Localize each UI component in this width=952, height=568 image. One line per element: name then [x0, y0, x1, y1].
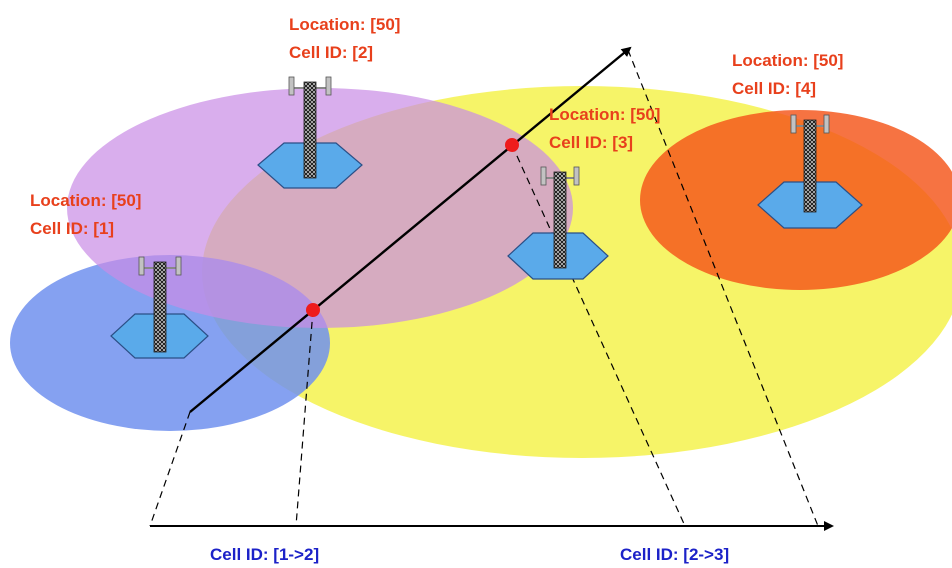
cell-label-3: Location: [50] Cell ID: [3] [549, 105, 660, 152]
cell-location-label: Location: [50] [289, 15, 400, 34]
handover-label-1-2: Cell ID: [1->2] [210, 545, 319, 564]
antenna-left [288, 76, 295, 96]
antenna-right [573, 166, 580, 186]
cell-id-label: Cell ID: [1] [30, 219, 114, 238]
handover-point-1-2 [306, 303, 320, 317]
tower-mast [803, 119, 817, 213]
tower-cell-3 [507, 166, 609, 280]
antenna-right [325, 76, 332, 96]
projection-line-start [149, 411, 191, 527]
cell-label-4: Location: [50] Cell ID: [4] [732, 51, 843, 98]
cell-label-1: Location: [50] Cell ID: [1] [30, 191, 141, 238]
tower-cell-4 [757, 114, 863, 229]
cell-location-label: Location: [50] [549, 105, 660, 124]
projection-line-end [627, 49, 819, 527]
antenna-right [175, 256, 182, 276]
handover-point-2-3 [505, 138, 519, 152]
cell-id-label: Cell ID: [3] [549, 133, 633, 152]
cell-id-label: Cell ID: [2] [289, 43, 373, 62]
projection-line-handover-2 [511, 144, 686, 527]
handover-label-2-3: Cell ID: [2->3] [620, 545, 729, 564]
projection-line-handover-1 [295, 309, 314, 527]
coverage-area-cell-2 [67, 88, 573, 328]
movement-path-arrow [189, 46, 632, 413]
antenna-left [790, 114, 797, 134]
tower-mast [553, 171, 567, 269]
projection-lines [149, 49, 819, 527]
antenna-left [540, 166, 547, 186]
cell-location-label: Location: [50] [30, 191, 141, 210]
cell-id-label: Cell ID: [4] [732, 79, 816, 98]
cell-location-label: Location: [50] [732, 51, 843, 70]
tower-cell-1 [110, 256, 209, 359]
antenna-left [138, 256, 145, 276]
tower-cell-2 [257, 76, 363, 189]
cell-label-2: Location: [50] Cell ID: [2] [289, 15, 400, 62]
antenna-right [823, 114, 830, 134]
tower-mast [303, 81, 317, 179]
tower-mast [153, 261, 167, 353]
